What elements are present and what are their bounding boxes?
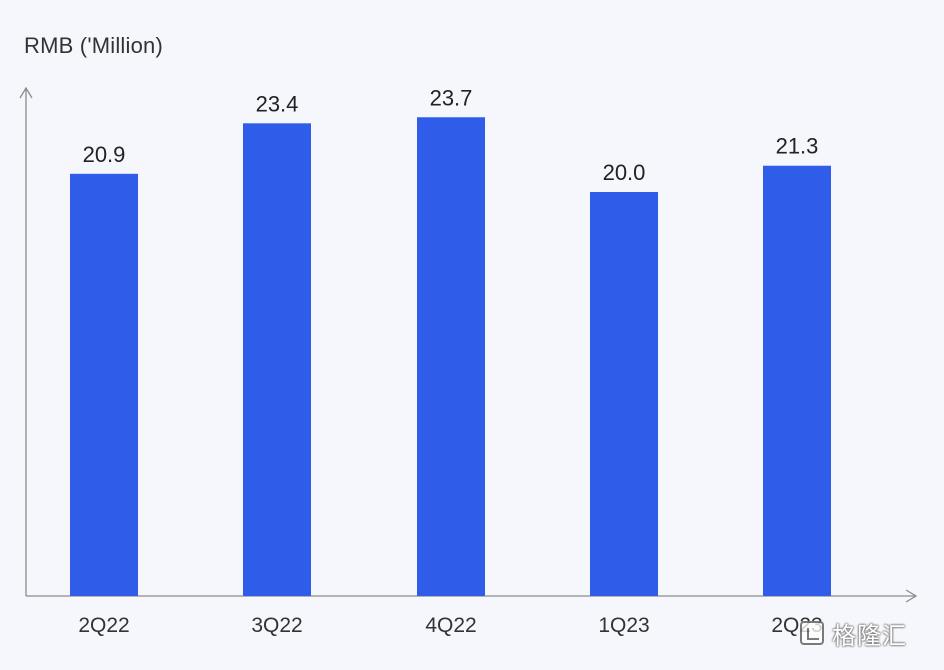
bar-3q22: [243, 123, 311, 596]
data-label-4q22: 23.7: [430, 85, 473, 110]
y-axis-label: RMB ('Million): [24, 33, 164, 58]
bars: [70, 117, 831, 597]
x-tick-label-2q22: 2Q22: [78, 614, 129, 637]
bar-4q22: [417, 117, 485, 596]
logo-icon: [800, 621, 824, 645]
bar-1q23: [590, 192, 658, 596]
data-label-3q22: 23.4: [256, 91, 299, 116]
data-label-2q22: 20.9: [83, 142, 126, 167]
data-label-2q23: 21.3: [776, 134, 819, 159]
y-axis-arrow: [19, 86, 33, 99]
watermark-text: 格隆汇: [832, 621, 907, 650]
bar-2q23: [763, 165, 831, 597]
x-tick-label-1q23: 1Q23: [598, 614, 649, 637]
bar-2q22: [70, 173, 138, 596]
x-tick-label-4q22: 4Q22: [425, 614, 476, 637]
data-label-1q23: 20.0: [603, 160, 646, 185]
x-axis-arrow: [905, 589, 918, 603]
x-tick-labels: 2Q22 3Q22 4Q22 1Q23 2Q23: [78, 614, 822, 637]
x-tick-label-3q22: 3Q22: [251, 614, 302, 637]
data-labels: 20.9 23.4 23.7 20.0 21.3: [83, 85, 819, 185]
watermark: 格隆汇: [800, 617, 907, 650]
